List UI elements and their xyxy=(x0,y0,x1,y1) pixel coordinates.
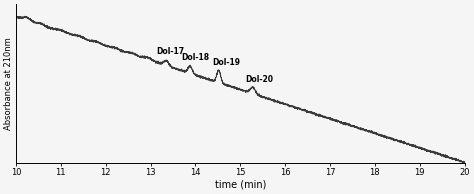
Y-axis label: Absorbance at 210nm: Absorbance at 210nm xyxy=(4,37,13,130)
Text: Dol-19: Dol-19 xyxy=(212,58,240,67)
X-axis label: time (min): time (min) xyxy=(215,180,266,190)
Text: Dol-17: Dol-17 xyxy=(156,47,184,56)
Text: Dol-18: Dol-18 xyxy=(181,53,209,62)
Text: Dol-20: Dol-20 xyxy=(246,75,273,84)
